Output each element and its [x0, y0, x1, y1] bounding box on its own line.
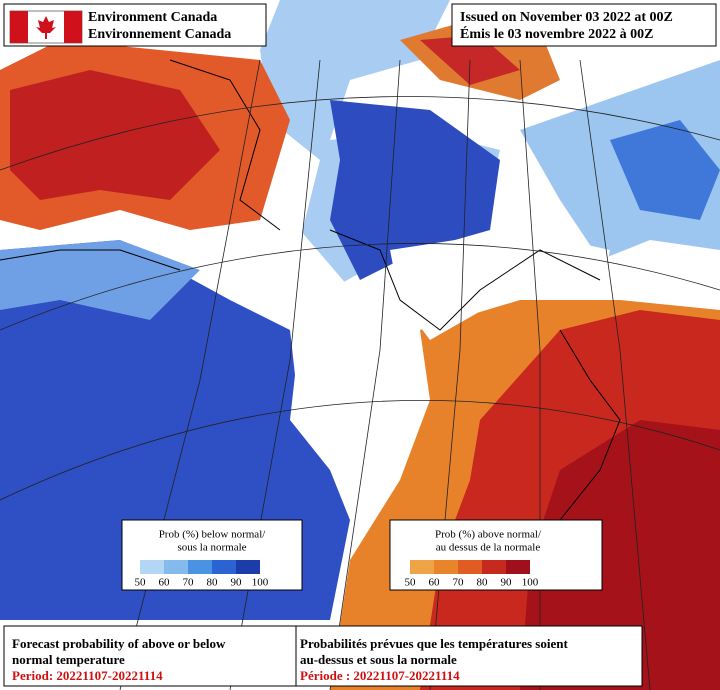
legend-above: Prob (%) above normal/ au dessus de la n…	[389, 519, 603, 591]
legend-tick: 80	[477, 577, 489, 589]
header-left: Environment Canada Environnement Canada	[3, 3, 267, 47]
legend-tick: 90	[231, 577, 243, 589]
graticule	[0, 59, 720, 690]
legend-tick: 50	[135, 577, 147, 589]
legend-tick: 100	[522, 577, 539, 589]
footer-period: Période : 20221107-20221114	[300, 668, 460, 683]
legend-swatch	[212, 560, 236, 574]
footer-text: Forecast probability of above or below	[12, 636, 226, 651]
legend-title: Prob (%) below normal/	[159, 529, 267, 541]
legend-tick: 70	[453, 577, 465, 589]
header-right: Issued on November 03 2022 at 00Z Émis l…	[451, 3, 717, 47]
legend-swatch	[140, 560, 164, 574]
footer: Forecast probability of above or below n…	[3, 625, 643, 687]
issued-en: Issued on November 03 2022 at 00Z	[460, 10, 673, 25]
footer-text: normal temperature	[12, 652, 125, 667]
agency-fr: Environnement Canada	[88, 27, 231, 42]
legend-tick: 80	[207, 577, 219, 589]
footer-text: Probabilités prévues que les température…	[300, 636, 568, 651]
legend-title: au dessus de la normale	[436, 542, 541, 554]
legend-swatch	[434, 560, 458, 574]
legend-tick: 70	[183, 577, 195, 589]
legend-tick: 60	[429, 577, 441, 589]
legend-title: sous la normale	[177, 542, 246, 554]
legend-swatch	[482, 560, 506, 574]
legend-swatch	[236, 560, 260, 574]
legend-tick: 50	[405, 577, 417, 589]
legend-swatch	[506, 560, 530, 574]
agency-en: Environment Canada	[88, 10, 217, 25]
issued-fr: Émis le 03 novembre 2022 à 00Z	[460, 25, 653, 42]
legend-tick: 60	[159, 577, 171, 589]
legend-below: Prob (%) below normal/ sous la normale 5…	[121, 519, 303, 591]
legend-swatch	[410, 560, 434, 574]
legend-tick: 90	[501, 577, 513, 589]
legend-swatch	[188, 560, 212, 574]
footer-text: au-dessus et sous la normale	[300, 652, 457, 667]
coastline	[0, 59, 621, 521]
legend-tick: 100	[252, 577, 269, 589]
legend-swatch	[458, 560, 482, 574]
legend-title: Prob (%) above normal/	[435, 529, 542, 541]
legend-swatch	[164, 560, 188, 574]
footer-period: Period: 20221107-20221114	[12, 668, 163, 683]
